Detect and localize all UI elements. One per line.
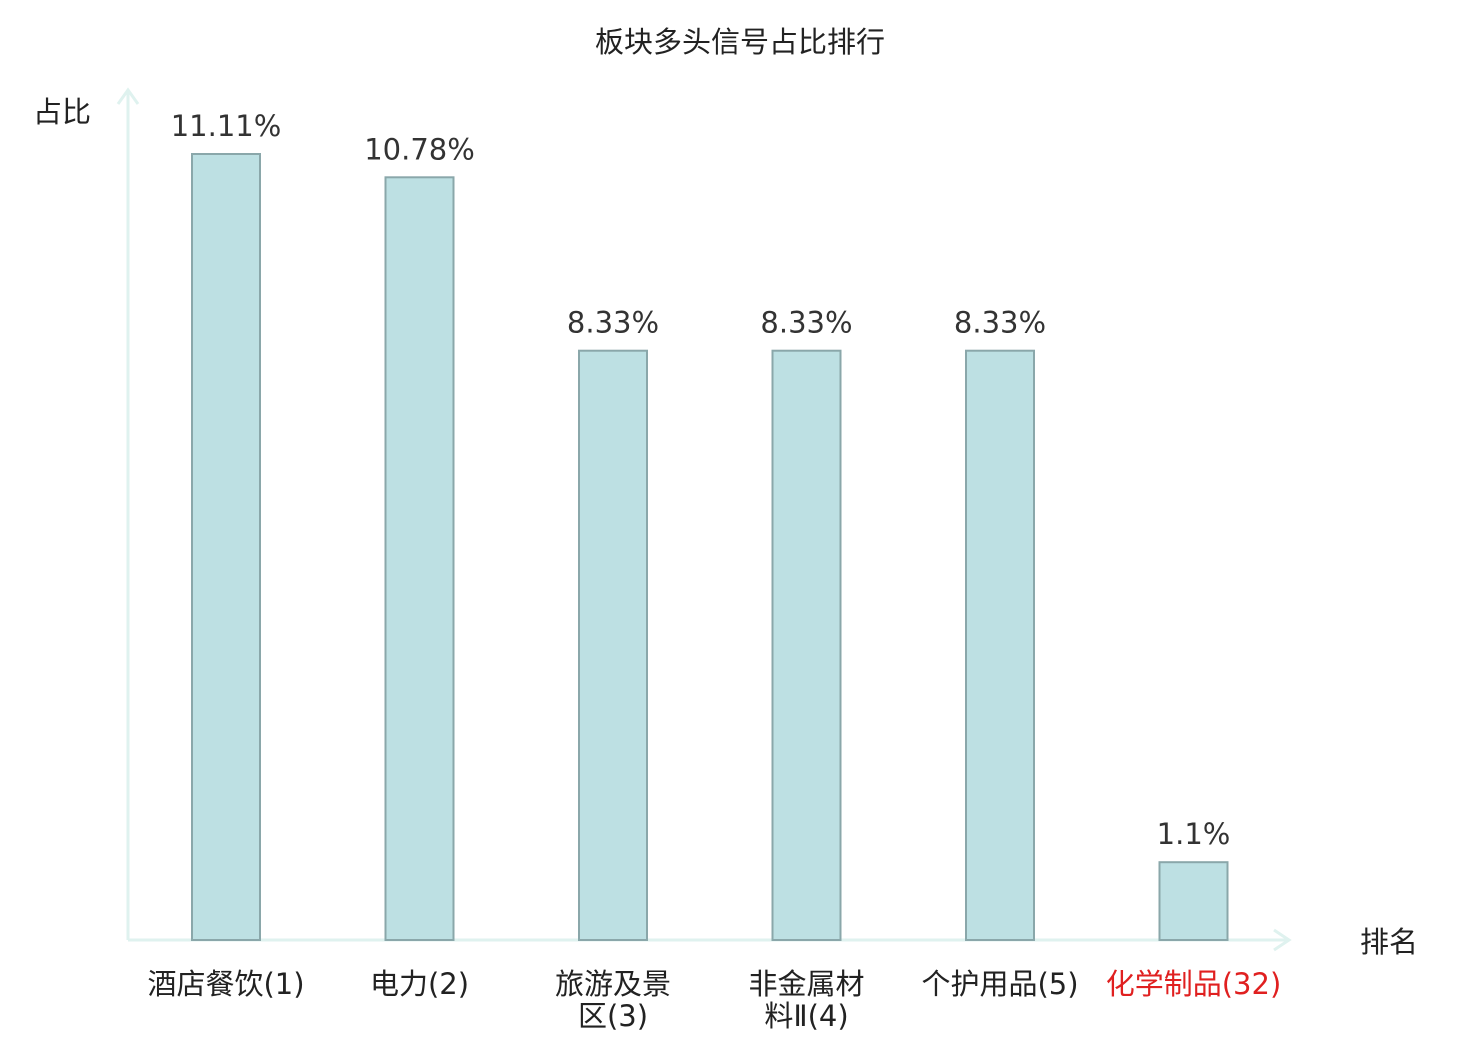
category-label-2: 电力(2) — [370, 967, 469, 1001]
bars-group — [191, 153, 1229, 942]
x-axis-arrow — [1273, 928, 1292, 952]
category-label-5: 个护用品(5) — [921, 967, 1078, 1001]
y-axis-arrow — [116, 87, 140, 105]
category-label-1: 酒店餐饮(1) — [147, 967, 304, 1001]
axes — [116, 87, 1292, 952]
category-label-4-line-2: 料Ⅱ(4) — [764, 999, 848, 1033]
bar-4 — [771, 349, 842, 941]
chart-title: 板块多头信号占比排行 — [595, 25, 885, 59]
value-label-4: 8.33% — [760, 306, 852, 340]
category-label-3-line-2: 区(3) — [578, 999, 648, 1033]
bar-3 — [578, 349, 648, 941]
value-label-1: 11.11% — [171, 109, 282, 143]
bar-2 — [384, 176, 455, 942]
y-axis-label: 占比 — [33, 95, 91, 129]
bar-1 — [191, 153, 261, 941]
x-axis-label: 排名 — [1360, 925, 1418, 959]
value-label-2: 10.78% — [364, 132, 475, 166]
value-label-6: 1.1% — [1157, 817, 1231, 851]
category-label-6: 化学制品(32) — [1106, 967, 1282, 1001]
value-label-5: 8.33% — [954, 306, 1046, 340]
value-label-3: 8.33% — [567, 306, 659, 340]
value-labels-group: 11.11% 10.78% 8.33% 8.33% 8.33% 1.1% — [171, 109, 1231, 851]
bar-5 — [965, 349, 1035, 941]
category-label-4-line-1: 非金属材 — [748, 967, 864, 1001]
bar-6 — [1158, 861, 1229, 942]
category-label-3-line-1: 旅游及景 — [555, 967, 671, 1001]
